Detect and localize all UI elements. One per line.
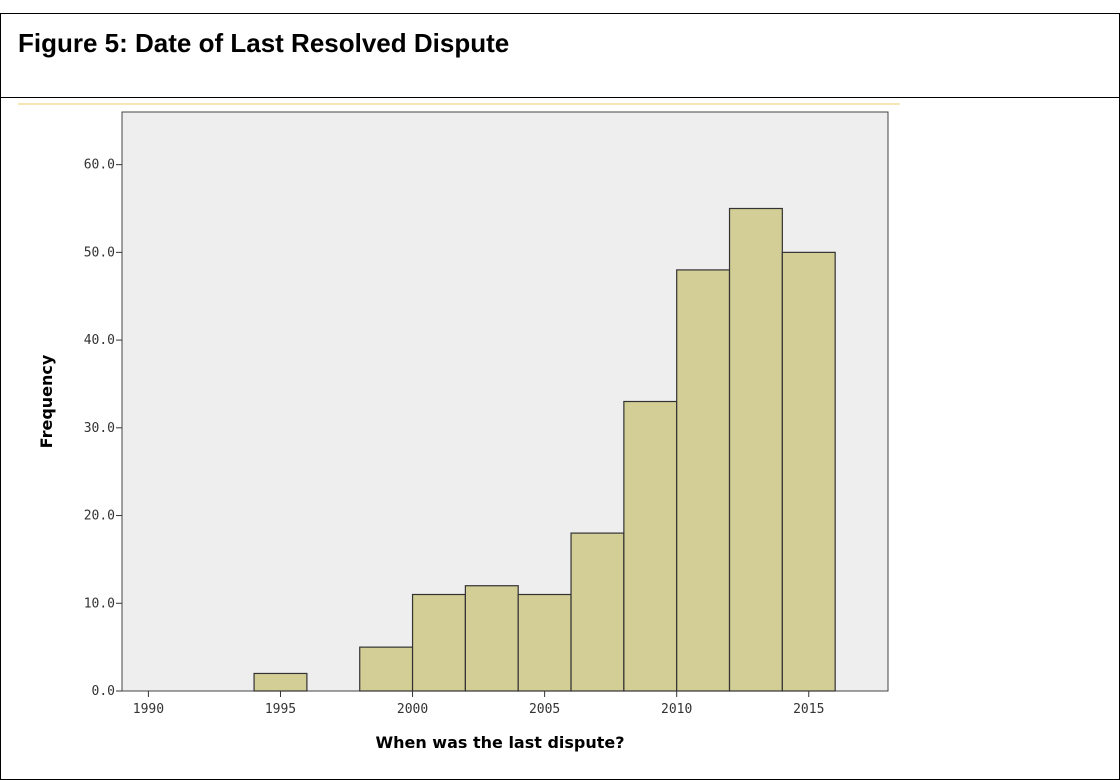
bar-2002-2004	[464, 585, 519, 692]
x-tick-label: 2000	[397, 702, 428, 717]
gold-rule	[18, 103, 900, 105]
y-axis: 0.0 10.0 20.0 30.0 40.0 50.0 60.0	[84, 158, 122, 699]
figure-title: Figure 5: Date of Last Resolved Dispute	[18, 28, 510, 58]
y-tick-label: 60.0	[84, 158, 115, 173]
bar-1994-1996	[253, 672, 308, 692]
bar-2010-2012	[676, 269, 731, 692]
x-tick-label: 2010	[661, 702, 692, 717]
bar-2014-2016	[781, 251, 836, 692]
y-tick-label: 30.0	[84, 421, 115, 436]
x-axis: 1990 1995 2000 2005 2010 2015	[133, 691, 824, 717]
bar-1998-2000	[359, 646, 414, 692]
bar-2000-2002	[411, 593, 466, 692]
x-axis-title: When was the last dispute?	[375, 733, 624, 752]
x-tick-label: 1990	[133, 702, 164, 717]
y-tick-label: 10.0	[84, 596, 115, 611]
bar-2012-2014	[728, 207, 783, 692]
bar-2006-2008	[570, 532, 625, 692]
y-tick-label: 20.0	[84, 509, 115, 524]
x-tick-label: 1995	[265, 702, 296, 717]
y-tick-label: 0.0	[92, 684, 115, 699]
bar-2004-2006	[517, 593, 572, 692]
bar-2008-2010	[623, 400, 678, 692]
y-tick-label: 40.0	[84, 333, 115, 348]
x-tick-label: 2005	[529, 702, 560, 717]
x-tick-label: 2015	[793, 702, 824, 717]
y-tick-label: 50.0	[84, 245, 115, 260]
title-divider	[0, 97, 1120, 98]
bars-group	[253, 207, 836, 692]
y-axis-title: Frequency	[37, 354, 56, 448]
